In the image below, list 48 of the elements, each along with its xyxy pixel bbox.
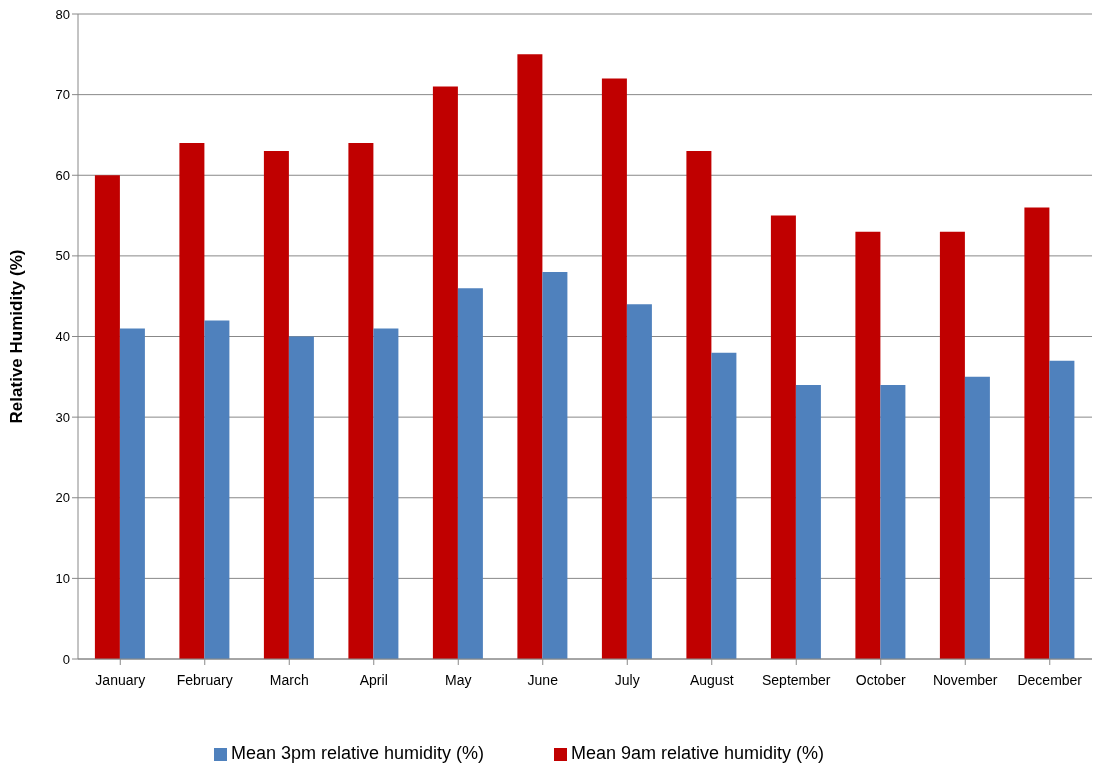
y-tick-label: 10 (55, 570, 70, 586)
bar (94, 175, 120, 659)
bar (432, 86, 458, 659)
bar (542, 272, 568, 659)
legend-label: Mean 9am relative humidity (%) (571, 743, 825, 763)
bar (770, 215, 796, 659)
bar (601, 78, 627, 659)
x-tick-label: December (1017, 671, 1083, 688)
y-tick-label: 0 (62, 651, 70, 667)
y-tick-label: 60 (55, 167, 70, 183)
bar (1024, 207, 1050, 659)
bar (179, 143, 205, 659)
bar (119, 328, 145, 659)
bar (348, 143, 374, 659)
bar (686, 151, 712, 659)
x-tick-label: August (689, 671, 734, 688)
bar (204, 320, 230, 659)
bar (855, 231, 881, 659)
x-tick-label: October (855, 671, 906, 688)
x-tick-label: March (269, 671, 309, 688)
bar (939, 231, 965, 659)
y-tick-label: 40 (55, 329, 70, 345)
bar (457, 288, 483, 659)
y-tick-label: 20 (55, 490, 70, 506)
x-tick-label: June (527, 671, 559, 688)
bar (964, 376, 990, 659)
bar (711, 352, 737, 659)
bar (795, 384, 821, 659)
y-tick-label: 30 (55, 409, 70, 425)
bar (626, 304, 652, 659)
x-tick-label: January (95, 671, 146, 688)
bar (288, 336, 314, 659)
x-tick-label: November (932, 671, 998, 688)
x-tick-label: September (762, 671, 831, 688)
x-tick-label: May (445, 671, 472, 688)
bar (373, 328, 399, 659)
x-tick-label: February (176, 671, 233, 688)
y-tick-label: 80 (55, 6, 70, 22)
y-tick-label: 50 (55, 248, 70, 264)
bar (880, 384, 906, 659)
x-tick-label: April (359, 671, 388, 688)
bar (517, 54, 543, 659)
y-tick-label: 70 (55, 87, 70, 103)
bar (1049, 360, 1075, 659)
x-tick-label: July (614, 671, 640, 688)
legend-label: Mean 3pm relative humidity (%) (230, 743, 484, 763)
bar (263, 151, 289, 659)
y-axis-title: Relative Humidity (%) (7, 249, 27, 424)
